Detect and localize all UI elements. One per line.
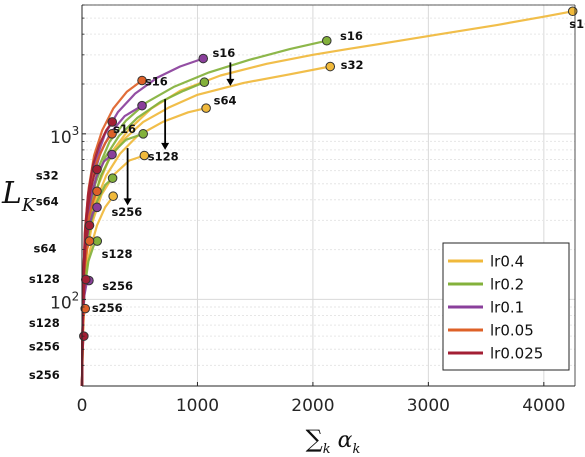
annotation-label: s16 [340,29,363,43]
y-axis-label: LK [1,176,37,216]
x-tick-label: 4000 [522,396,565,416]
marker-lr0.4-s16 [567,6,578,17]
annotation-label: s16 [569,17,585,31]
annotation-label: s32 [36,168,59,182]
annotation-label: s128 [148,150,179,164]
x-tick-label: 1000 [176,396,219,416]
marker-lr0.025-s32 [92,164,102,175]
annotation-label: s256 [102,279,133,293]
annotation-label: s64 [34,242,57,256]
legend-entry: lr0.4 [490,253,524,271]
arrow-head [226,78,235,86]
marker-lr0.2-s64 [138,129,148,139]
y-tick-label: 102 [50,289,79,313]
marker-lr0.1-s16 [198,53,209,64]
marker-lr0.05-s16 [137,75,147,86]
marker-lr0.05-s64 [92,186,102,197]
curve-lr0.2-s32 [80,81,205,387]
annotations: s16 s16 s32 s16 s64 s16 s128 s16 s32 s64 s256 s64 s1… [29,17,585,382]
annotation-label: s128 [29,316,60,330]
marker-lr0.4-s128 [139,150,150,161]
x-axis-label: ∑k αk [306,425,361,457]
x-tick-label: 0 [77,396,88,416]
annotation-label: s16 [113,122,136,136]
axis-labels: ∑k αk LK [1,176,361,457]
marker-lr0.2-s32 [199,77,210,88]
annotation-label: s256 [92,301,123,315]
marker-lr0.025-s16 [107,117,118,127]
x-tick-label: 3000 [407,396,450,416]
marker-lr0.025-s128 [81,274,91,285]
marker-lr0.05-s32 [107,129,117,139]
legend-entry: lr0.025 [490,345,543,363]
annotation-label: s64 [36,194,59,208]
annotation-label: s16 [212,46,235,60]
annotation-label: s64 [214,94,237,108]
annotation-label: s256 [29,340,60,354]
marker-lr0.05-s128 [84,236,95,246]
legend-box [442,242,570,371]
marker-lr0.4-s64 [201,103,211,113]
marker-lr0.1-s64 [107,149,117,160]
annotation-label: s128 [102,247,133,261]
marker-lr0.1-s128 [92,202,102,213]
arrow-head [123,198,132,206]
axes: 0 1000 2000 3000 4000 102 103 [50,4,576,416]
trend-arrows [123,62,235,206]
legend-entry: lr0.05 [490,322,534,340]
marker-lr0.4-s32 [325,61,336,72]
legend-entry: lr0.1 [490,299,524,317]
marker-lr0.2-s128 [107,173,118,183]
y-tick-label: 103 [50,124,79,148]
legend-entry: lr0.2 [490,276,524,294]
x-tick-label: 2000 [291,396,334,416]
arrow-head [161,142,170,150]
grid-lines [81,4,575,387]
series-markers [79,6,578,341]
annotation-label: s128 [29,272,60,286]
marker-lr0.025-s64 [84,220,95,231]
legend: lr0.4 lr0.2 lr0.1 lr0.05 lr0.025 [442,242,570,371]
annotation-label: s256 [29,368,60,382]
annotation-label: s256 [111,205,142,219]
marker-lr0.05-s256 [80,303,91,314]
marker-lr0.2-s16 [321,35,332,46]
marker-lr0.4-s256 [108,191,118,202]
curve-lr0.4-s32 [80,65,331,387]
annotation-label: s16 [145,74,168,88]
annotation-label: s32 [341,58,364,72]
marker-lr0.1-s32 [137,100,147,111]
